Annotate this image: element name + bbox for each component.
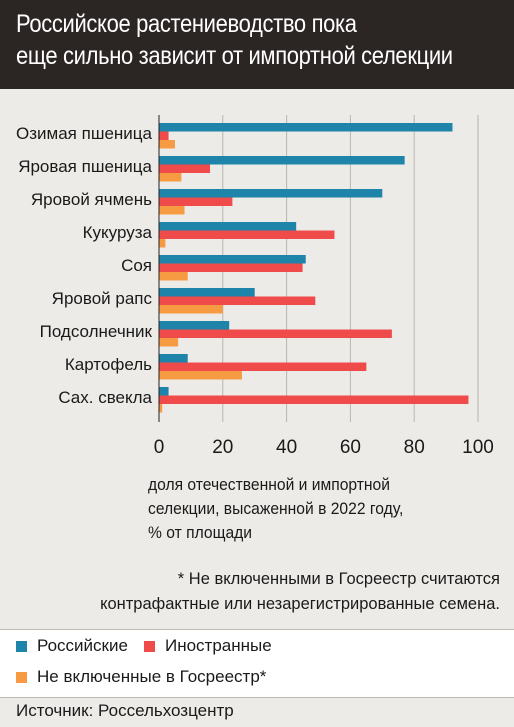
footnote-line-2: контрафактные или незарегистрированные с… <box>100 595 500 613</box>
bar-unregistered-4 <box>159 272 188 281</box>
chart-header: Российское растениеводство пока еще силь… <box>0 0 514 89</box>
bar-russian-7 <box>159 354 188 363</box>
x-axis-label: доля отечественной и импортной селекции,… <box>148 473 452 545</box>
bar-unregistered-3 <box>159 239 166 248</box>
x-axis-label-line-2: селекции, высаженной в 2022 году, <box>148 499 404 518</box>
bar-unregistered-1 <box>159 173 182 182</box>
chart-title-line-1: Российское растениеводство пока <box>16 10 357 38</box>
source-note: Источник: Россельхозцентр <box>0 697 514 727</box>
bar-foreign-2 <box>159 197 233 206</box>
x-tick-label-0: 0 <box>154 437 165 458</box>
bar-russian-4 <box>159 255 306 264</box>
legend: Российские Иностранные Не включенные в Г… <box>0 629 514 697</box>
legend-swatch-unregistered <box>16 671 27 683</box>
bar-foreign-8 <box>159 395 469 404</box>
bar-russian-6 <box>159 321 230 330</box>
bar-chart: Озимая пшеница Яровая пшеница Яровой ячмен… <box>16 115 494 458</box>
category-label-5: Яровой рапс <box>52 289 153 308</box>
legend-swatch-foreign <box>144 640 155 652</box>
category-label-3: Кукуруза <box>83 223 153 242</box>
legend-top-divider <box>0 629 514 630</box>
bar-foreign-1 <box>159 164 211 173</box>
legend-item-unregistered: Не включенные в Госреестр* <box>16 667 266 687</box>
bar-unregistered-5 <box>159 305 223 314</box>
bar-unregistered-2 <box>159 206 185 215</box>
legend-label-foreign: Иностранные <box>165 636 272 655</box>
legend-item-russian: Российские <box>16 636 128 656</box>
bar-russian-5 <box>159 288 255 297</box>
footnote: * Не включенными в Госреестр считаются к… <box>30 567 500 617</box>
category-label-0: Озимая пшеница <box>16 124 153 143</box>
bar-unregistered-0 <box>159 140 175 149</box>
chart-title-line-2: еще сильно зависит от импортной селекции <box>16 42 453 70</box>
category-label-2: Яровой ячмень <box>31 190 152 209</box>
category-label-4: Соя <box>121 256 152 275</box>
legend-item-foreign: Иностранные <box>144 636 272 656</box>
x-tick-label-80: 80 <box>404 437 425 458</box>
category-label-6: Подсолнечник <box>40 322 153 341</box>
x-tick-label-40: 40 <box>276 437 297 458</box>
x-tick-label-20: 20 <box>212 437 233 458</box>
category-label-7: Картофель <box>65 355 152 374</box>
bar-russian-2 <box>159 189 383 198</box>
chart-area: Озимая пшеница Яровая пшеница Яровой ячмен… <box>0 89 514 469</box>
x-axis-label-line-1: доля отечественной и импортной <box>148 475 390 494</box>
legend-label-unregistered: Не включенные в Госреестр* <box>37 667 267 686</box>
legend-label-russian: Российские <box>37 636 128 655</box>
bar-russian-1 <box>159 156 405 165</box>
x-axis-label-line-3: % от площади <box>148 523 253 542</box>
source-divider <box>0 697 514 698</box>
bar-russian-3 <box>159 222 297 231</box>
bar-foreign-0 <box>159 131 169 140</box>
bar-russian-8 <box>159 387 169 396</box>
category-label-1: Яровая пшеница <box>18 157 152 176</box>
bar-unregistered-8 <box>159 404 163 413</box>
footnote-line-1: * Не включенными в Госреестр считаются <box>177 570 500 588</box>
x-tick-label-100: 100 <box>462 437 494 458</box>
bar-foreign-3 <box>159 230 335 239</box>
category-label-8: Сах. свекла <box>58 388 152 407</box>
bar-foreign-6 <box>159 329 392 338</box>
legend-swatch-russian <box>16 640 27 652</box>
bar-foreign-7 <box>159 362 367 371</box>
bar-foreign-4 <box>159 263 303 272</box>
x-tick-label-60: 60 <box>340 437 361 458</box>
bar-unregistered-7 <box>159 371 242 380</box>
bar-unregistered-6 <box>159 338 179 347</box>
bar-russian-0 <box>159 123 453 132</box>
bar-foreign-5 <box>159 296 316 305</box>
